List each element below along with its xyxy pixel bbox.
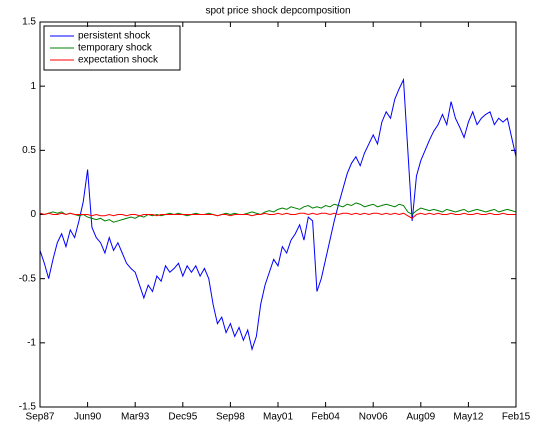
x-tick-label: Sep87 — [26, 412, 55, 423]
legend-label: persistent shock — [78, 31, 151, 42]
x-tick-label: Sep98 — [216, 412, 245, 423]
y-tick-label: 1 — [30, 81, 36, 92]
chart-title: spot price shock depcomposition — [205, 6, 350, 17]
y-tick-label: -1 — [27, 337, 36, 348]
legend-box — [43, 25, 181, 71]
y-tick-label: 1.5 — [22, 17, 36, 28]
x-tick-label: Nov06 — [359, 412, 388, 423]
x-tick-label: Feb15 — [502, 412, 531, 423]
x-tick-label: May01 — [263, 412, 293, 423]
x-tick-label: Jun90 — [74, 412, 102, 423]
legend-label: temporary shock — [78, 43, 153, 54]
x-tick-label: Feb04 — [311, 412, 340, 423]
y-tick-label: 0 — [30, 209, 36, 220]
x-tick-label: Mar93 — [121, 412, 150, 423]
series-line — [39, 202, 517, 223]
legend-label: expectation shock — [78, 55, 159, 66]
y-tick-label: -0.5 — [19, 273, 37, 284]
series-line — [39, 212, 516, 219]
y-tick-label: -1.5 — [19, 402, 37, 413]
y-tick-label: 0.5 — [22, 145, 36, 156]
x-tick-label: Aug09 — [406, 412, 435, 423]
plot-frame — [39, 21, 517, 408]
series-line — [39, 77, 517, 352]
x-tick-label: Dec95 — [168, 412, 197, 423]
x-tick-label: May12 — [453, 412, 483, 423]
